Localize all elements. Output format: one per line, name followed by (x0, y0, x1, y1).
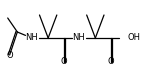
Text: O: O (6, 51, 13, 59)
Text: O: O (60, 58, 67, 67)
Text: NH: NH (25, 34, 38, 42)
Text: OH: OH (127, 34, 140, 42)
Text: O: O (107, 58, 114, 67)
Text: NH: NH (73, 34, 85, 42)
